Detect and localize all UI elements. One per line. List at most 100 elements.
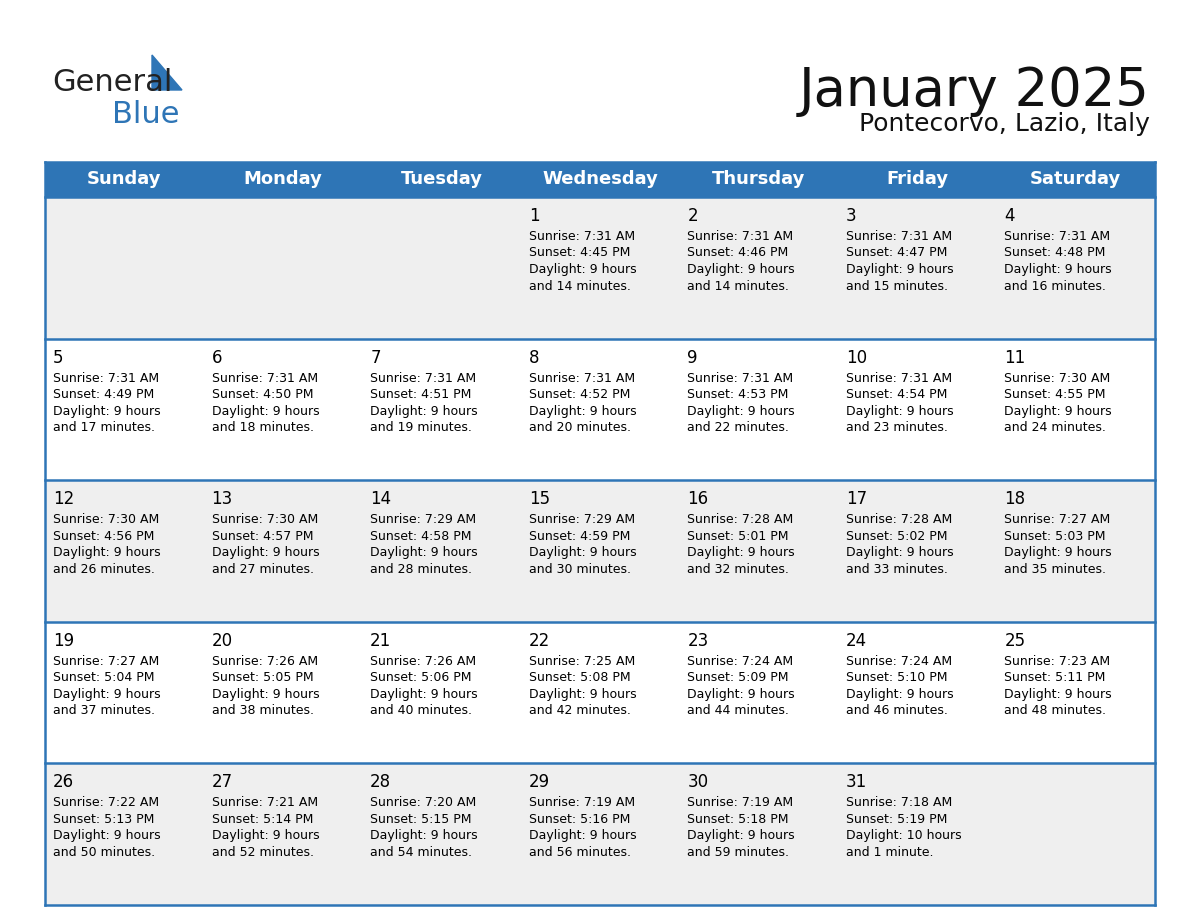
Text: Sunset: 4:48 PM: Sunset: 4:48 PM: [1004, 247, 1106, 260]
Bar: [45, 339, 1155, 480]
Text: Daylight: 9 hours: Daylight: 9 hours: [211, 829, 320, 843]
Text: Daylight: 9 hours: Daylight: 9 hours: [53, 546, 160, 559]
Text: 22: 22: [529, 632, 550, 650]
Text: 13: 13: [211, 490, 233, 509]
Text: Sunset: 5:11 PM: Sunset: 5:11 PM: [1004, 671, 1106, 684]
Text: 5: 5: [53, 349, 63, 366]
Text: and 1 minute.: and 1 minute.: [846, 845, 934, 859]
Text: Sunrise: 7:30 AM: Sunrise: 7:30 AM: [53, 513, 159, 526]
Text: Daylight: 9 hours: Daylight: 9 hours: [688, 263, 795, 276]
Text: Sunrise: 7:29 AM: Sunrise: 7:29 AM: [529, 513, 634, 526]
Text: Sunrise: 7:30 AM: Sunrise: 7:30 AM: [211, 513, 318, 526]
Text: Sunrise: 7:29 AM: Sunrise: 7:29 AM: [371, 513, 476, 526]
Text: Daylight: 9 hours: Daylight: 9 hours: [371, 688, 478, 700]
Text: General: General: [52, 68, 172, 97]
Text: 17: 17: [846, 490, 867, 509]
Text: Sunset: 5:09 PM: Sunset: 5:09 PM: [688, 671, 789, 684]
Text: Sunset: 5:05 PM: Sunset: 5:05 PM: [211, 671, 314, 684]
Text: 3: 3: [846, 207, 857, 225]
Text: and 14 minutes.: and 14 minutes.: [529, 279, 631, 293]
Text: Sunset: 5:04 PM: Sunset: 5:04 PM: [53, 671, 154, 684]
Text: Pontecorvo, Lazio, Italy: Pontecorvo, Lazio, Italy: [859, 112, 1150, 136]
Text: Daylight: 9 hours: Daylight: 9 hours: [53, 829, 160, 843]
Text: Daylight: 9 hours: Daylight: 9 hours: [53, 688, 160, 700]
Text: Sunset: 4:46 PM: Sunset: 4:46 PM: [688, 247, 789, 260]
Text: Sunset: 4:55 PM: Sunset: 4:55 PM: [1004, 388, 1106, 401]
Text: and 14 minutes.: and 14 minutes.: [688, 279, 789, 293]
Text: and 44 minutes.: and 44 minutes.: [688, 704, 789, 717]
Text: Daylight: 9 hours: Daylight: 9 hours: [529, 405, 637, 418]
Text: Tuesday: Tuesday: [400, 171, 482, 188]
Text: and 59 minutes.: and 59 minutes.: [688, 845, 789, 859]
Text: Saturday: Saturday: [1030, 171, 1121, 188]
Text: Daylight: 9 hours: Daylight: 9 hours: [1004, 405, 1112, 418]
Text: 8: 8: [529, 349, 539, 366]
Text: Sunrise: 7:20 AM: Sunrise: 7:20 AM: [371, 797, 476, 810]
Text: Sunrise: 7:31 AM: Sunrise: 7:31 AM: [529, 372, 634, 385]
Text: and 24 minutes.: and 24 minutes.: [1004, 421, 1106, 434]
Text: Sunset: 4:52 PM: Sunset: 4:52 PM: [529, 388, 630, 401]
Text: Daylight: 9 hours: Daylight: 9 hours: [688, 405, 795, 418]
Text: 4: 4: [1004, 207, 1015, 225]
Text: Daylight: 9 hours: Daylight: 9 hours: [1004, 546, 1112, 559]
Text: Daylight: 9 hours: Daylight: 9 hours: [371, 829, 478, 843]
Text: Daylight: 9 hours: Daylight: 9 hours: [1004, 263, 1112, 276]
Text: 19: 19: [53, 632, 74, 650]
Text: and 18 minutes.: and 18 minutes.: [211, 421, 314, 434]
Text: Sunrise: 7:27 AM: Sunrise: 7:27 AM: [53, 655, 159, 667]
Text: Daylight: 9 hours: Daylight: 9 hours: [688, 688, 795, 700]
Text: Sunset: 4:49 PM: Sunset: 4:49 PM: [53, 388, 154, 401]
Text: and 26 minutes.: and 26 minutes.: [53, 563, 154, 576]
Text: and 22 minutes.: and 22 minutes.: [688, 421, 789, 434]
Bar: [45, 162, 1155, 197]
Text: Sunrise: 7:18 AM: Sunrise: 7:18 AM: [846, 797, 952, 810]
Text: Sunset: 5:08 PM: Sunset: 5:08 PM: [529, 671, 631, 684]
Text: and 27 minutes.: and 27 minutes.: [211, 563, 314, 576]
Text: Sunrise: 7:19 AM: Sunrise: 7:19 AM: [688, 797, 794, 810]
Text: 12: 12: [53, 490, 74, 509]
Text: Sunset: 4:47 PM: Sunset: 4:47 PM: [846, 247, 947, 260]
Text: Thursday: Thursday: [712, 171, 805, 188]
Text: Sunrise: 7:31 AM: Sunrise: 7:31 AM: [529, 230, 634, 243]
Text: and 46 minutes.: and 46 minutes.: [846, 704, 948, 717]
Text: Daylight: 9 hours: Daylight: 9 hours: [529, 829, 637, 843]
Text: Daylight: 9 hours: Daylight: 9 hours: [529, 263, 637, 276]
Text: Sunset: 5:03 PM: Sunset: 5:03 PM: [1004, 530, 1106, 543]
Text: Sunset: 5:18 PM: Sunset: 5:18 PM: [688, 813, 789, 826]
Text: 24: 24: [846, 632, 867, 650]
Text: 23: 23: [688, 632, 708, 650]
Text: Sunrise: 7:19 AM: Sunrise: 7:19 AM: [529, 797, 634, 810]
Text: Daylight: 9 hours: Daylight: 9 hours: [211, 688, 320, 700]
Text: Sunrise: 7:25 AM: Sunrise: 7:25 AM: [529, 655, 634, 667]
Text: and 56 minutes.: and 56 minutes.: [529, 845, 631, 859]
Text: Blue: Blue: [112, 100, 179, 129]
Text: Sunrise: 7:24 AM: Sunrise: 7:24 AM: [688, 655, 794, 667]
Text: Sunset: 5:19 PM: Sunset: 5:19 PM: [846, 813, 947, 826]
Text: Sunrise: 7:24 AM: Sunrise: 7:24 AM: [846, 655, 952, 667]
Text: and 17 minutes.: and 17 minutes.: [53, 421, 154, 434]
Text: Sunset: 4:50 PM: Sunset: 4:50 PM: [211, 388, 314, 401]
Text: and 48 minutes.: and 48 minutes.: [1004, 704, 1106, 717]
Text: 20: 20: [211, 632, 233, 650]
Text: Daylight: 9 hours: Daylight: 9 hours: [211, 546, 320, 559]
Text: Daylight: 9 hours: Daylight: 9 hours: [529, 546, 637, 559]
Text: 30: 30: [688, 773, 708, 791]
Text: Wednesday: Wednesday: [542, 171, 658, 188]
Text: and 20 minutes.: and 20 minutes.: [529, 421, 631, 434]
Text: Daylight: 9 hours: Daylight: 9 hours: [529, 688, 637, 700]
Text: Sunset: 5:10 PM: Sunset: 5:10 PM: [846, 671, 947, 684]
Text: and 35 minutes.: and 35 minutes.: [1004, 563, 1106, 576]
Text: and 54 minutes.: and 54 minutes.: [371, 845, 472, 859]
Text: Sunrise: 7:22 AM: Sunrise: 7:22 AM: [53, 797, 159, 810]
Text: Daylight: 9 hours: Daylight: 9 hours: [688, 829, 795, 843]
Text: Sunrise: 7:23 AM: Sunrise: 7:23 AM: [1004, 655, 1111, 667]
Text: Sunset: 5:14 PM: Sunset: 5:14 PM: [211, 813, 312, 826]
Text: 14: 14: [371, 490, 391, 509]
Text: Sunset: 4:53 PM: Sunset: 4:53 PM: [688, 388, 789, 401]
Text: 10: 10: [846, 349, 867, 366]
Text: Sunset: 4:51 PM: Sunset: 4:51 PM: [371, 388, 472, 401]
Text: and 42 minutes.: and 42 minutes.: [529, 704, 631, 717]
Text: Friday: Friday: [886, 171, 948, 188]
Text: and 16 minutes.: and 16 minutes.: [1004, 279, 1106, 293]
Text: 27: 27: [211, 773, 233, 791]
